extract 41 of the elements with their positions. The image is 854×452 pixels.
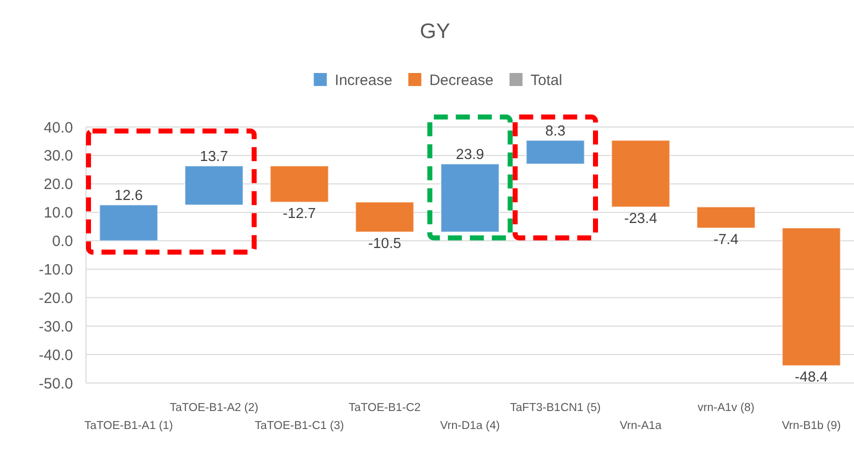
legend-label: Increase [334,72,392,89]
x-tick-label: Vrn-A1a [620,420,662,432]
y-tick-label: 30.0 [44,148,73,165]
data-label: -7.4 [714,232,738,248]
y-tick-label: 10.0 [44,204,73,222]
x-tick-label: TaTOE-B1-A1 (1) [84,420,174,432]
y-tick-label: -40.0 [38,346,73,364]
data-label: 8.3 [545,123,566,140]
data-label: -12.7 [282,206,316,222]
bar [526,140,585,164]
data-label: 12.6 [114,188,143,204]
y-tick-label: -30.0 [38,318,73,336]
y-tick-label: 20.0 [44,176,73,194]
bar [611,140,670,208]
bar [184,165,244,206]
data-label: -23.4 [624,210,658,227]
bar [440,163,500,232]
x-tick-label: Vrn-B1b (9) [782,420,842,432]
y-tick-label: 0.0 [52,233,73,250]
chart-title: GY [420,20,450,43]
data-label: 23.9 [456,146,484,163]
y-tick-label: -10.0 [38,261,73,278]
y-tick-label: -50.0 [38,375,73,392]
y-tick-label: 40.0 [44,119,73,136]
legend-label: Decrease [429,72,494,89]
data-label: 13.7 [200,148,228,165]
data-label: -10.5 [368,236,402,252]
x-tick-label: TaTOE-B1-C1 (3) [254,420,344,432]
bar [99,204,158,242]
bar [782,227,841,366]
data-label: -48.4 [794,370,828,386]
y-tick-label: -20.0 [38,290,73,307]
x-tick-label: TaTOE-B1-C2 [348,402,421,414]
x-tick-label: Vrn-D1a (4) [440,420,500,432]
x-tick-label: TaTOE-B1-A2 (2) [170,402,258,414]
legend-label: Total [530,72,562,89]
x-tick-label: vrn-A1v (8) [698,402,755,414]
x-tick-label: TaFT3-B1CN1 (5) [510,402,601,414]
bar [696,206,756,228]
bar [355,202,414,232]
bar [270,165,329,203]
